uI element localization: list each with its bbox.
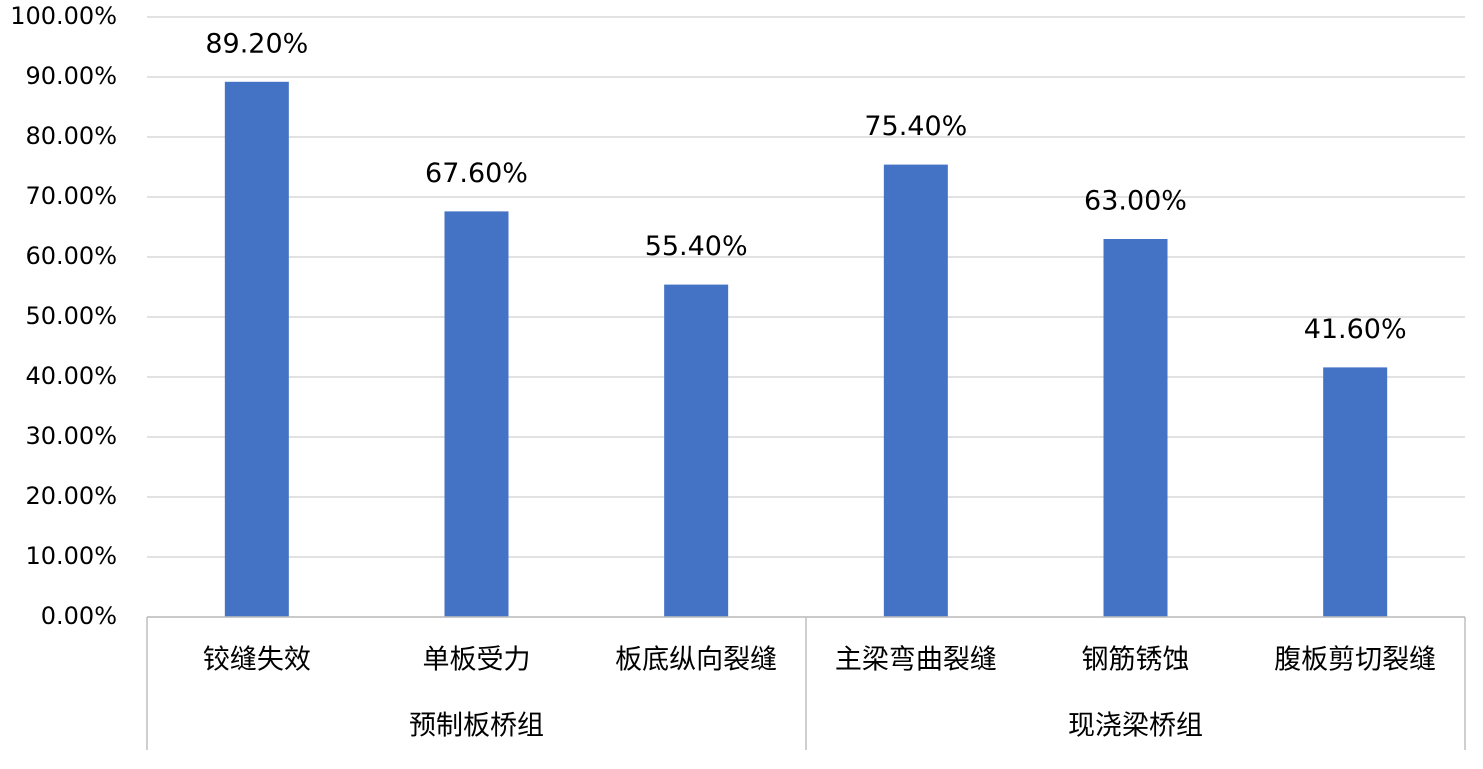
y-tick-label: 70.00% [25, 182, 117, 210]
x-tick-label: 腹板剪切裂缝 [1274, 645, 1436, 676]
y-tick-label: 30.00% [25, 422, 117, 450]
value-label: 63.00% [1084, 186, 1187, 217]
bar [444, 211, 509, 617]
group-label: 现浇梁桥组 [1068, 711, 1203, 742]
value-label: 75.40% [864, 111, 967, 142]
x-tick-label: 板底纵向裂缝 [615, 645, 777, 676]
y-tick-label: 80.00% [25, 122, 117, 150]
group-label: 预制板桥组 [409, 711, 544, 742]
value-label: 55.40% [645, 231, 748, 262]
x-tick-label: 钢筋锈蚀 [1082, 645, 1190, 676]
x-tick-label: 铰缝失效 [203, 645, 311, 676]
bar [1103, 239, 1168, 617]
y-tick-label: 20.00% [25, 482, 117, 510]
x-tick-label: 主梁弯曲裂缝 [835, 645, 997, 676]
y-tick-label: 50.00% [25, 302, 117, 330]
bar [883, 164, 948, 617]
x-tick-label: 单板受力 [423, 645, 531, 676]
y-tick-label: 100.00% [10, 2, 117, 30]
value-label: 67.60% [425, 158, 528, 189]
y-tick-label: 90.00% [25, 62, 117, 90]
bar [1323, 367, 1388, 617]
bar [224, 81, 289, 618]
value-label: 89.20% [205, 28, 308, 59]
value-label: 41.60% [1304, 314, 1407, 345]
bar [664, 284, 729, 617]
y-tick-label: 40.00% [25, 362, 117, 390]
y-tick-label: 0.00% [41, 602, 117, 630]
y-tick-label: 10.00% [25, 542, 117, 570]
y-tick-label: 60.00% [25, 242, 117, 270]
